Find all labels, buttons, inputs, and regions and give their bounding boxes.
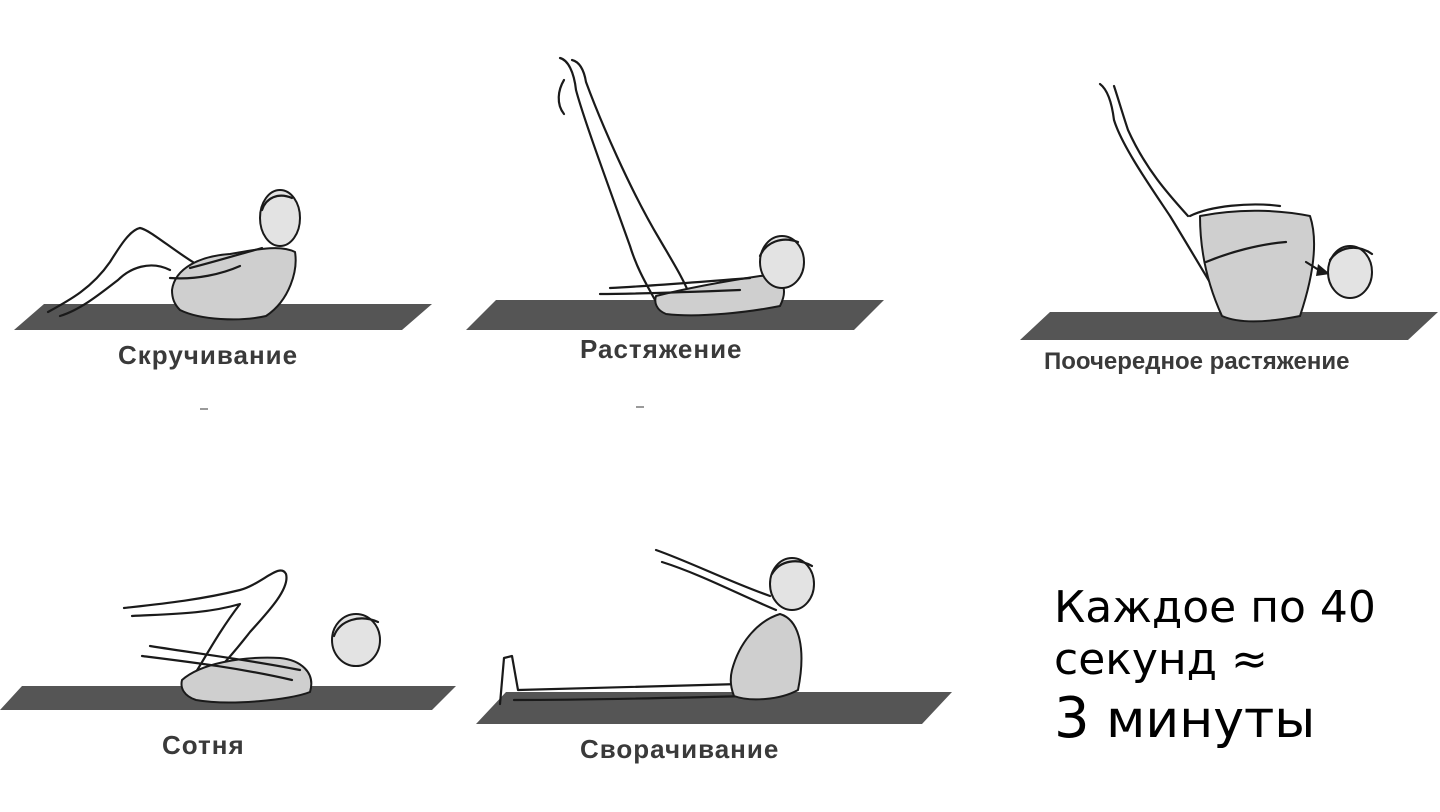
duration-unit: минуты: [1106, 690, 1316, 750]
rollup-illustration: [476, 548, 952, 724]
dash-mark: [636, 406, 644, 408]
exercise-stretch: [460, 50, 900, 340]
caption-crunch: Скручивание: [118, 340, 299, 370]
hundred-illustration: [0, 569, 456, 710]
duration-number: 3: [1054, 686, 1090, 751]
exercise-alternate: [1010, 76, 1440, 346]
duration-note: Каждое по 40 секунд ≈ 3 минуты: [1054, 582, 1424, 753]
exercise-rollup: [470, 540, 960, 730]
head: [759, 235, 805, 289]
duration-line-2: секунд ≈: [1054, 634, 1268, 685]
stretch-illustration: [466, 56, 884, 330]
arrow-icon: [1316, 264, 1330, 276]
duration-line-1: Каждое по 40: [1054, 582, 1376, 633]
head: [331, 613, 381, 667]
caption-rollup: Сворачивание: [580, 734, 780, 764]
exercise-crunch: [0, 170, 440, 340]
alternate-illustration: [1020, 82, 1438, 340]
head: [259, 189, 301, 247]
caption-stretch: Растяжение: [580, 334, 743, 364]
duration-total: 3 минуты: [1054, 686, 1424, 753]
head: [1327, 245, 1373, 299]
crunch-illustration: [14, 189, 432, 330]
dash-mark: [200, 408, 208, 410]
caption-hundred: Сотня: [162, 730, 245, 760]
exercise-hundred: [0, 560, 460, 740]
exercise-mat: [1020, 312, 1438, 340]
head: [769, 557, 815, 611]
caption-alternate: Поочередное растяжение: [1044, 348, 1350, 375]
